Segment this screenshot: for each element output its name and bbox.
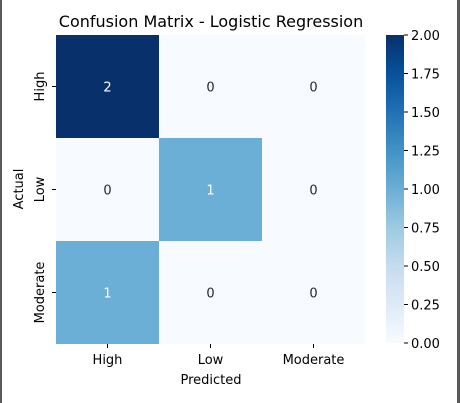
- colorbar-tick-label: 0.00: [411, 337, 440, 352]
- x-tick-label: Low: [198, 353, 224, 368]
- heatmap-cell: [159, 241, 262, 344]
- colorbar: [386, 35, 404, 343]
- heatmap-cell: [159, 35, 262, 138]
- chart-title: Confusion Matrix - Logistic Regression: [59, 12, 363, 31]
- heatmap-cell: [262, 35, 365, 138]
- x-axis-label: Predicted: [180, 373, 241, 388]
- heatmap-cell: [56, 241, 159, 344]
- colorbar-tick-label: 0.50: [411, 260, 440, 275]
- heatmap-cell: [159, 138, 262, 241]
- colorbar-tick-label: 1.25: [411, 145, 440, 160]
- colorbar-tick-label: 1.00: [411, 183, 440, 198]
- cell-value-label: 0: [309, 81, 317, 96]
- colorbar-tick-label: 0.75: [411, 222, 440, 237]
- cell-value-label: 0: [309, 184, 317, 199]
- cell-value-label: 0: [206, 287, 214, 302]
- x-tick-label: High: [93, 353, 123, 368]
- colorbar-tick-label: 2.00: [411, 29, 440, 44]
- heatmap-cell: [56, 138, 159, 241]
- colorbar-tick-label: 1.50: [411, 106, 440, 121]
- cell-value-label: 0: [103, 184, 111, 199]
- cell-value-label: 0: [206, 81, 214, 96]
- y-axis-label: Actual: [12, 169, 27, 210]
- cell-value-label: 2: [103, 81, 111, 96]
- x-tick-label: Moderate: [283, 353, 345, 368]
- cell-value-label: 1: [206, 184, 214, 199]
- y-tick-label: Moderate: [33, 262, 48, 324]
- heatmap-cell: [56, 35, 159, 138]
- colorbar-gradient: [386, 35, 404, 343]
- heatmap-cell: [262, 138, 365, 241]
- window-border-left: [0, 0, 2, 403]
- window-border-right: [457, 0, 460, 403]
- cell-value-label: 1: [103, 287, 111, 302]
- cell-value-label: 0: [309, 287, 317, 302]
- y-tick-label: Low: [33, 176, 48, 202]
- colorbar-tick-label: 1.75: [411, 68, 440, 83]
- y-tick-label: High: [33, 72, 48, 102]
- heatmap-cell: [262, 241, 365, 344]
- colorbar-tick-label: 0.25: [411, 299, 440, 314]
